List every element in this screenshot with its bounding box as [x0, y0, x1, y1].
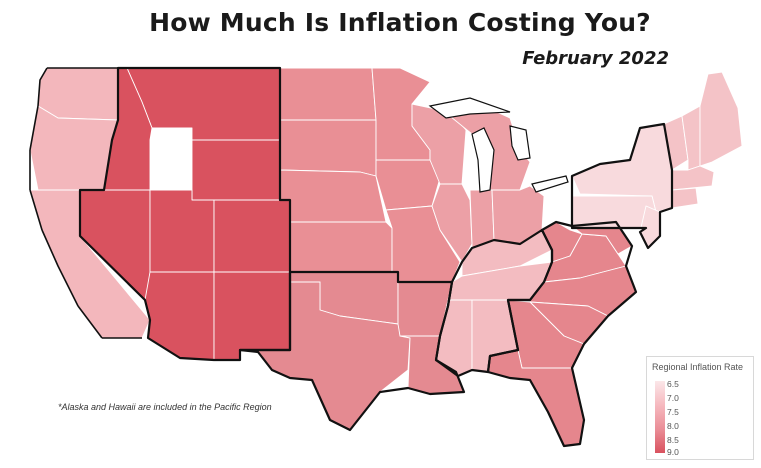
legend: Regional Inflation Rate 6.5 7.0 7.5 8.0 …	[646, 356, 754, 460]
legend-tick: 7.0	[667, 393, 679, 403]
state-maine	[699, 71, 743, 167]
legend-tick: 9.0	[667, 447, 679, 457]
region-east-north-central	[411, 99, 545, 263]
state-new-mexico	[213, 271, 291, 361]
lake-erie	[531, 175, 569, 193]
state-nebraska	[279, 169, 387, 223]
state-wyoming	[191, 139, 281, 201]
region-mountain	[79, 67, 291, 361]
state-illinois	[431, 183, 473, 263]
lake-michigan	[471, 127, 495, 193]
state-north-dakota	[279, 67, 377, 121]
state-south-dakota	[279, 119, 377, 177]
region-west-north-central	[279, 67, 461, 283]
coast-outline	[29, 67, 142, 339]
state-washington	[37, 67, 119, 121]
legend-title: Regional Inflation Rate	[652, 362, 744, 372]
map-subtitle: February 2022	[522, 48, 669, 69]
state-connecticut	[671, 187, 699, 209]
state-arizona	[144, 271, 215, 361]
mountain-border	[78, 66, 292, 362]
state-utah	[149, 189, 215, 273]
state-colorado	[213, 199, 291, 273]
state-massachusetts	[671, 165, 715, 191]
south-atlantic-border	[486, 220, 638, 448]
map-title: How Much Is Inflation Costing You?	[149, 8, 651, 37]
region-middle-atlantic	[571, 123, 673, 249]
region-new-england	[663, 71, 743, 209]
lake-huron	[509, 125, 531, 161]
region-west-south-central	[239, 271, 465, 431]
legend-tick: 6.5	[667, 379, 679, 389]
state-kansas	[289, 221, 393, 273]
middle-atlantic-border	[570, 122, 674, 250]
great-lakes	[428, 97, 569, 193]
lake-superior	[428, 97, 511, 119]
state-indiana	[469, 189, 495, 249]
legend-tick: 8.5	[667, 435, 679, 445]
footnote: *Alaska and Hawaii are included in the P…	[58, 402, 272, 412]
state-iowa	[375, 159, 441, 211]
legend-color-bar	[655, 381, 665, 453]
legend-tick: 7.5	[667, 407, 679, 417]
legend-tick: 8.0	[667, 421, 679, 431]
region-borders	[29, 66, 674, 448]
